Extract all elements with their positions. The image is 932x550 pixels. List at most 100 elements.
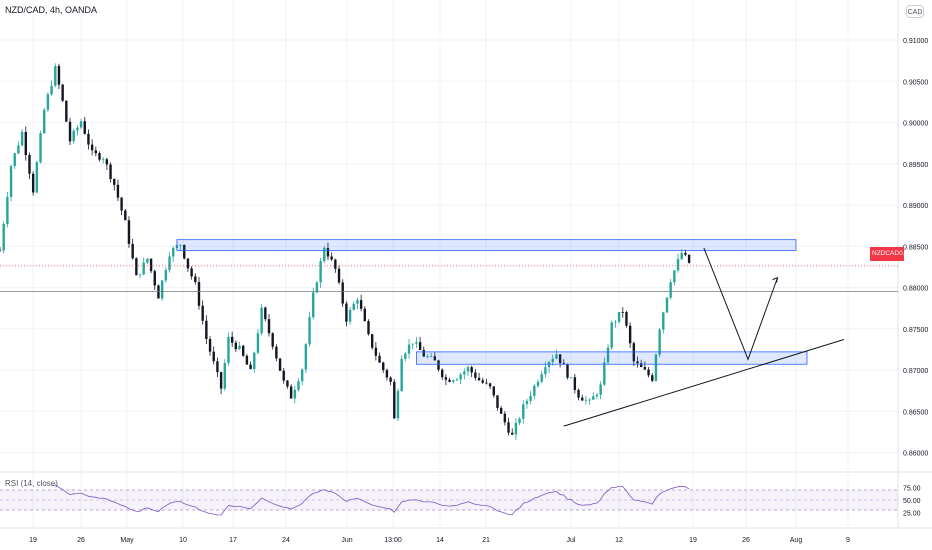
y-tick-label: 0.87500 xyxy=(903,327,928,334)
candle-body xyxy=(474,372,477,378)
candle-body xyxy=(212,351,215,362)
candle-body xyxy=(658,329,661,355)
candle-body xyxy=(367,321,370,335)
candle-body xyxy=(46,94,50,110)
candle-body xyxy=(404,353,407,359)
candle-body xyxy=(227,336,230,364)
candle-body xyxy=(529,395,532,401)
candle-body xyxy=(665,297,669,313)
candle-body xyxy=(105,159,109,165)
candle-body xyxy=(194,276,197,283)
x-tick-label: 26 xyxy=(77,537,85,544)
candle-body xyxy=(260,307,263,334)
candle-body xyxy=(190,268,193,277)
last-price-symbol: NZDCAD xyxy=(872,250,900,257)
candle-body xyxy=(242,345,245,356)
candle-body xyxy=(127,220,131,244)
x-tick-label: May xyxy=(120,537,134,544)
candle-body xyxy=(308,317,311,345)
candle-body xyxy=(79,121,83,128)
candle-body xyxy=(345,303,348,322)
candle-body xyxy=(396,391,400,419)
candle-body xyxy=(569,377,573,379)
x-tick-label: 21 xyxy=(482,537,490,544)
candle-body xyxy=(28,155,31,174)
rsi-line xyxy=(51,484,690,516)
candle-body xyxy=(378,355,381,363)
last-price-tag: NZDCAD 0.88262 xyxy=(870,247,923,261)
candle-body xyxy=(94,150,98,154)
candle-body xyxy=(573,377,577,390)
candle-body xyxy=(687,254,691,263)
candle-body xyxy=(171,248,175,257)
rsi-title[interactable]: RSI (14, close) xyxy=(5,479,58,488)
candle-body xyxy=(138,274,142,276)
candle-body xyxy=(654,354,658,381)
projection-arrowhead xyxy=(772,276,779,283)
currency-badge[interactable]: CAD xyxy=(906,5,924,18)
candle-body xyxy=(72,130,75,142)
candle-body xyxy=(146,258,149,263)
x-tick-label: 13:00 xyxy=(384,537,402,544)
candle-body xyxy=(522,404,525,419)
y-tick-label: 0.89500 xyxy=(903,162,928,169)
candle-body xyxy=(13,153,16,167)
candle-body xyxy=(68,121,72,142)
candle-body xyxy=(389,377,392,382)
symbol-title[interactable]: NZD/CAD, 4h, OANDA xyxy=(5,5,98,15)
candle-body xyxy=(592,396,595,400)
candle-body xyxy=(385,370,389,378)
candle-body xyxy=(463,371,466,375)
candle-body xyxy=(684,252,687,255)
candle-body xyxy=(518,418,521,423)
candle-body xyxy=(536,381,540,386)
candle-body xyxy=(50,85,53,95)
candle-body xyxy=(540,374,543,382)
trendline xyxy=(563,339,845,427)
candle-body xyxy=(437,360,440,370)
x-tick-label: 17 xyxy=(229,537,237,544)
candle-body xyxy=(267,319,271,334)
candle-body xyxy=(223,363,226,389)
candle-body xyxy=(39,133,42,163)
candle-body xyxy=(595,394,599,397)
candle-body xyxy=(6,196,9,224)
x-tick-label: Jul xyxy=(567,537,576,544)
candle-body xyxy=(319,261,322,283)
y-tick-label: 0.88000 xyxy=(903,286,928,293)
candle-body xyxy=(588,399,591,401)
candle-body xyxy=(179,244,182,246)
candle-body xyxy=(429,356,433,358)
candle-body xyxy=(149,258,153,272)
candle-body xyxy=(418,342,422,350)
candle-body xyxy=(278,358,282,371)
candle-body xyxy=(0,250,2,252)
candle-body xyxy=(337,268,341,283)
candle-body xyxy=(643,366,647,370)
candle-body xyxy=(422,349,425,357)
candle-body xyxy=(109,164,112,179)
candle-body xyxy=(275,346,278,359)
y-tick-label: 0.87000 xyxy=(903,368,928,375)
candle-body xyxy=(503,413,507,423)
x-tick-label: 9 xyxy=(846,537,850,544)
candle-body xyxy=(17,145,20,154)
candle-body xyxy=(577,389,580,398)
x-tick-label: 10 xyxy=(179,537,187,544)
candle-body xyxy=(485,382,488,384)
candle-body xyxy=(9,166,13,197)
candle-body xyxy=(65,100,68,122)
y-tick-label: 0.90500 xyxy=(903,79,928,86)
candle-body xyxy=(359,300,363,309)
rsi-pane xyxy=(0,484,898,516)
candle-body xyxy=(312,292,315,318)
x-tick-label: 26 xyxy=(742,537,750,544)
x-tick-label: 19 xyxy=(689,537,697,544)
candle-body xyxy=(20,131,24,146)
candle-body xyxy=(507,422,510,433)
candle-body xyxy=(297,381,300,390)
candle-body xyxy=(470,367,473,373)
candle-body xyxy=(676,259,680,271)
candle-body xyxy=(98,153,101,160)
